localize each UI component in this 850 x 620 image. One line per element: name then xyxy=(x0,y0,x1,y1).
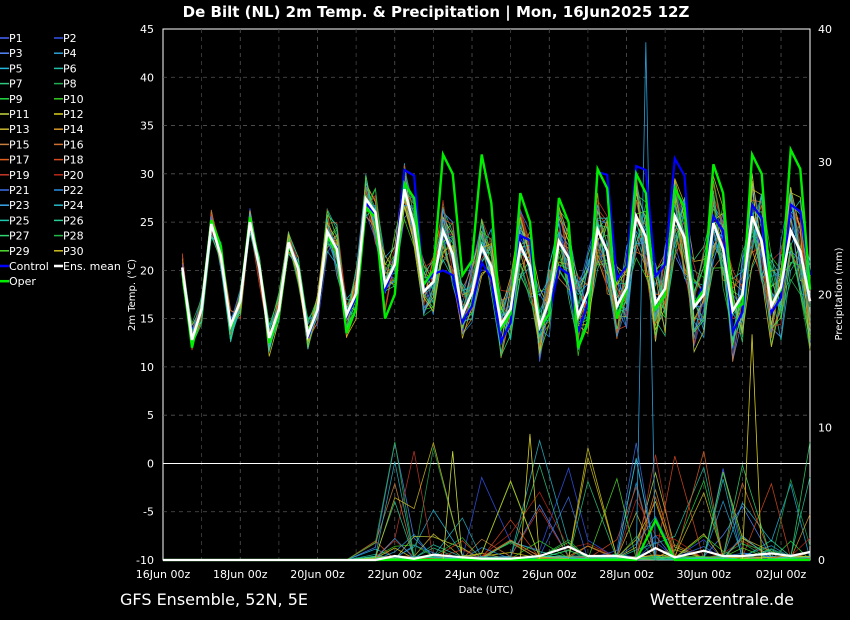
legend-label: P26 xyxy=(63,214,84,227)
temp-line-ens-mean xyxy=(181,188,812,341)
precip-spike xyxy=(635,42,656,561)
chart-title: De Bilt (NL) 2m Temp. & Precipitation | … xyxy=(183,3,690,22)
x-tick-label: 24Jun 00z xyxy=(445,568,500,581)
x-axis-label: Date (UTC) xyxy=(459,585,514,596)
y-tick-label-temperature: 10 xyxy=(140,361,154,374)
legend-label: P19 xyxy=(9,169,30,182)
legend-label: P25 xyxy=(9,214,30,227)
x-tick-label: 18Jun 00z xyxy=(213,568,268,581)
y-tick-label-temperature: 0 xyxy=(147,457,154,470)
legend-label: P14 xyxy=(63,123,84,136)
y-tick-label-temperature: 20 xyxy=(140,264,154,277)
legend-label: P20 xyxy=(63,169,84,182)
legend-label: P24 xyxy=(63,199,84,212)
legend-label: Ens. mean xyxy=(63,260,121,273)
legend-label: P8 xyxy=(63,78,77,91)
legend-label: Control xyxy=(9,260,49,273)
legend-label: P9 xyxy=(9,93,23,106)
plot-frame xyxy=(162,28,811,561)
plot-area: 16Jun 00z 18Jun 00z 20Jun 00z 22Jun 00z 24Ju… xyxy=(136,23,832,581)
x-tick-label: 26Jun 00z xyxy=(522,568,577,581)
legend-label: P1 xyxy=(9,32,23,45)
y-tick-label-temperature: 5 xyxy=(147,409,154,422)
legend: P1 P2 P3 P4 P5 P6 P7 P8 P9 P10 P11 P12 P13 P14 P15 P16 P… xyxy=(0,32,121,288)
precip-spike xyxy=(742,334,763,561)
y-tick-label-precipitation: 10 xyxy=(818,421,832,434)
precip-spike xyxy=(519,433,541,561)
legend-label: P2 xyxy=(63,32,77,45)
legend-label: P18 xyxy=(63,154,84,167)
legend-label: P22 xyxy=(63,184,84,197)
y-axis-label-precipitation: Precipitation (mm) xyxy=(834,247,845,340)
y-tick-label-temperature: 45 xyxy=(140,23,154,36)
legend-label: Oper xyxy=(9,275,36,288)
precip-line-ens-mean xyxy=(163,545,811,562)
y-tick-label-temperature: 35 xyxy=(140,120,154,133)
legend-label: P28 xyxy=(63,230,84,243)
y-tick-label-precipitation: 20 xyxy=(818,289,832,302)
x-tick-label: 20Jun 00z xyxy=(290,568,345,581)
y-tick-label-temperature: 25 xyxy=(140,216,154,229)
footer-model-info: GFS Ensemble, 52N, 5E xyxy=(120,590,308,609)
legend-label: P6 xyxy=(63,62,77,75)
legend-label: P17 xyxy=(9,154,30,167)
y-axis-label-temperature: 2m Temp. (°C) xyxy=(127,259,138,331)
legend-label: P15 xyxy=(9,138,30,151)
legend-label: P10 xyxy=(63,93,84,106)
x-tick-label: 16Jun 00z xyxy=(136,568,191,581)
y-tick-label-precipitation: 40 xyxy=(818,23,832,36)
legend-label: P7 xyxy=(9,78,23,91)
y-tick-label-temperature: 30 xyxy=(140,168,154,181)
legend-label: P4 xyxy=(63,47,77,60)
legend-label: P5 xyxy=(9,62,23,75)
legend-label: P27 xyxy=(9,230,30,243)
legend-label: P30 xyxy=(63,245,84,258)
footer-source: Wetterzentrale.de xyxy=(650,590,794,609)
legend-label: P13 xyxy=(9,123,30,136)
x-tick-label: 22Jun 00z xyxy=(368,568,423,581)
y-tick-label-temperature: 40 xyxy=(140,71,154,84)
x-tick-label: 28Jun 00z xyxy=(599,568,654,581)
y-tick-label-temperature: -5 xyxy=(143,506,154,519)
x-tick-label: 02Jul 00z xyxy=(756,568,807,581)
y-tick-label-precipitation: 30 xyxy=(818,156,832,169)
legend-label: P12 xyxy=(63,108,84,121)
legend-label: P16 xyxy=(63,138,84,151)
legend-label: P23 xyxy=(9,199,30,212)
legend-label: P29 xyxy=(9,245,30,258)
y-tick-label-temperature: -10 xyxy=(136,554,154,567)
legend-label: P3 xyxy=(9,47,23,60)
x-tick-label: 30Jun 00z xyxy=(677,568,732,581)
legend-label: P11 xyxy=(9,108,30,121)
legend-label: P21 xyxy=(9,184,30,197)
y-tick-label-precipitation: 0 xyxy=(818,554,825,567)
precip-spike xyxy=(442,451,463,561)
y-tick-label-temperature: 15 xyxy=(140,313,154,326)
